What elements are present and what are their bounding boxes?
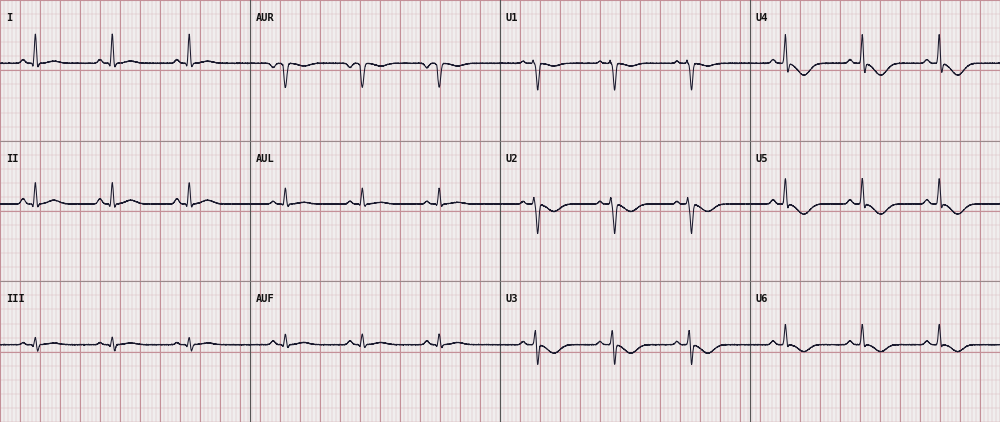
- Text: II: II: [6, 154, 18, 164]
- Text: AUR: AUR: [256, 13, 275, 23]
- Text: I: I: [6, 13, 12, 23]
- Text: U5: U5: [756, 154, 768, 164]
- Text: U3: U3: [506, 295, 518, 304]
- Text: U1: U1: [506, 13, 518, 23]
- Text: AUF: AUF: [256, 295, 275, 304]
- Text: AUL: AUL: [256, 154, 275, 164]
- Text: U2: U2: [506, 154, 518, 164]
- Text: U4: U4: [756, 13, 768, 23]
- Text: III: III: [6, 295, 25, 304]
- Text: U6: U6: [756, 295, 768, 304]
